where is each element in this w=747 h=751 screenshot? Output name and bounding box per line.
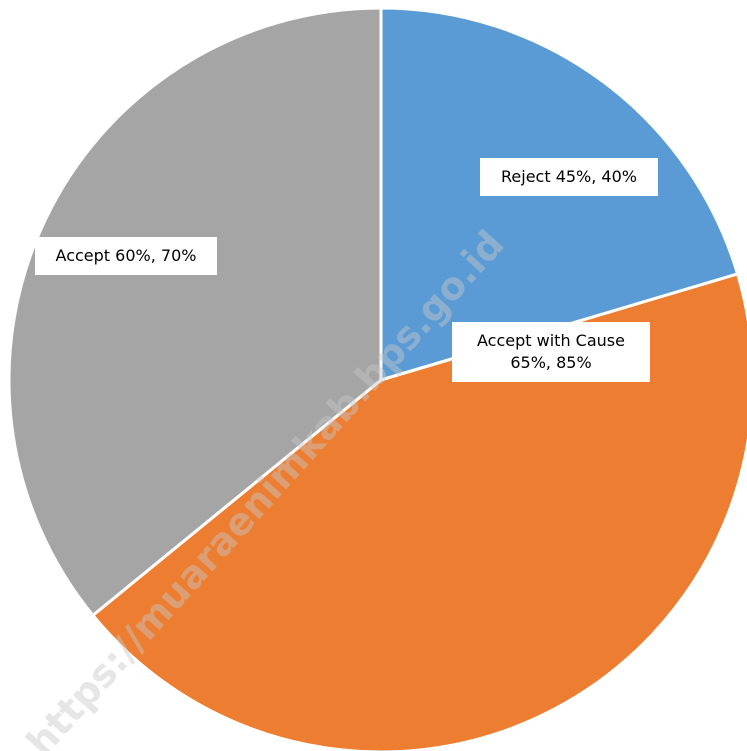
slice-label: Reject 45%, 40%	[480, 158, 658, 196]
pie-slice	[90, 272, 747, 751]
slice-label: Accept 60%, 70%	[35, 237, 217, 275]
slice-label: Accept with Cause 65%, 85%	[452, 322, 650, 382]
pie-slice	[7, 6, 383, 618]
